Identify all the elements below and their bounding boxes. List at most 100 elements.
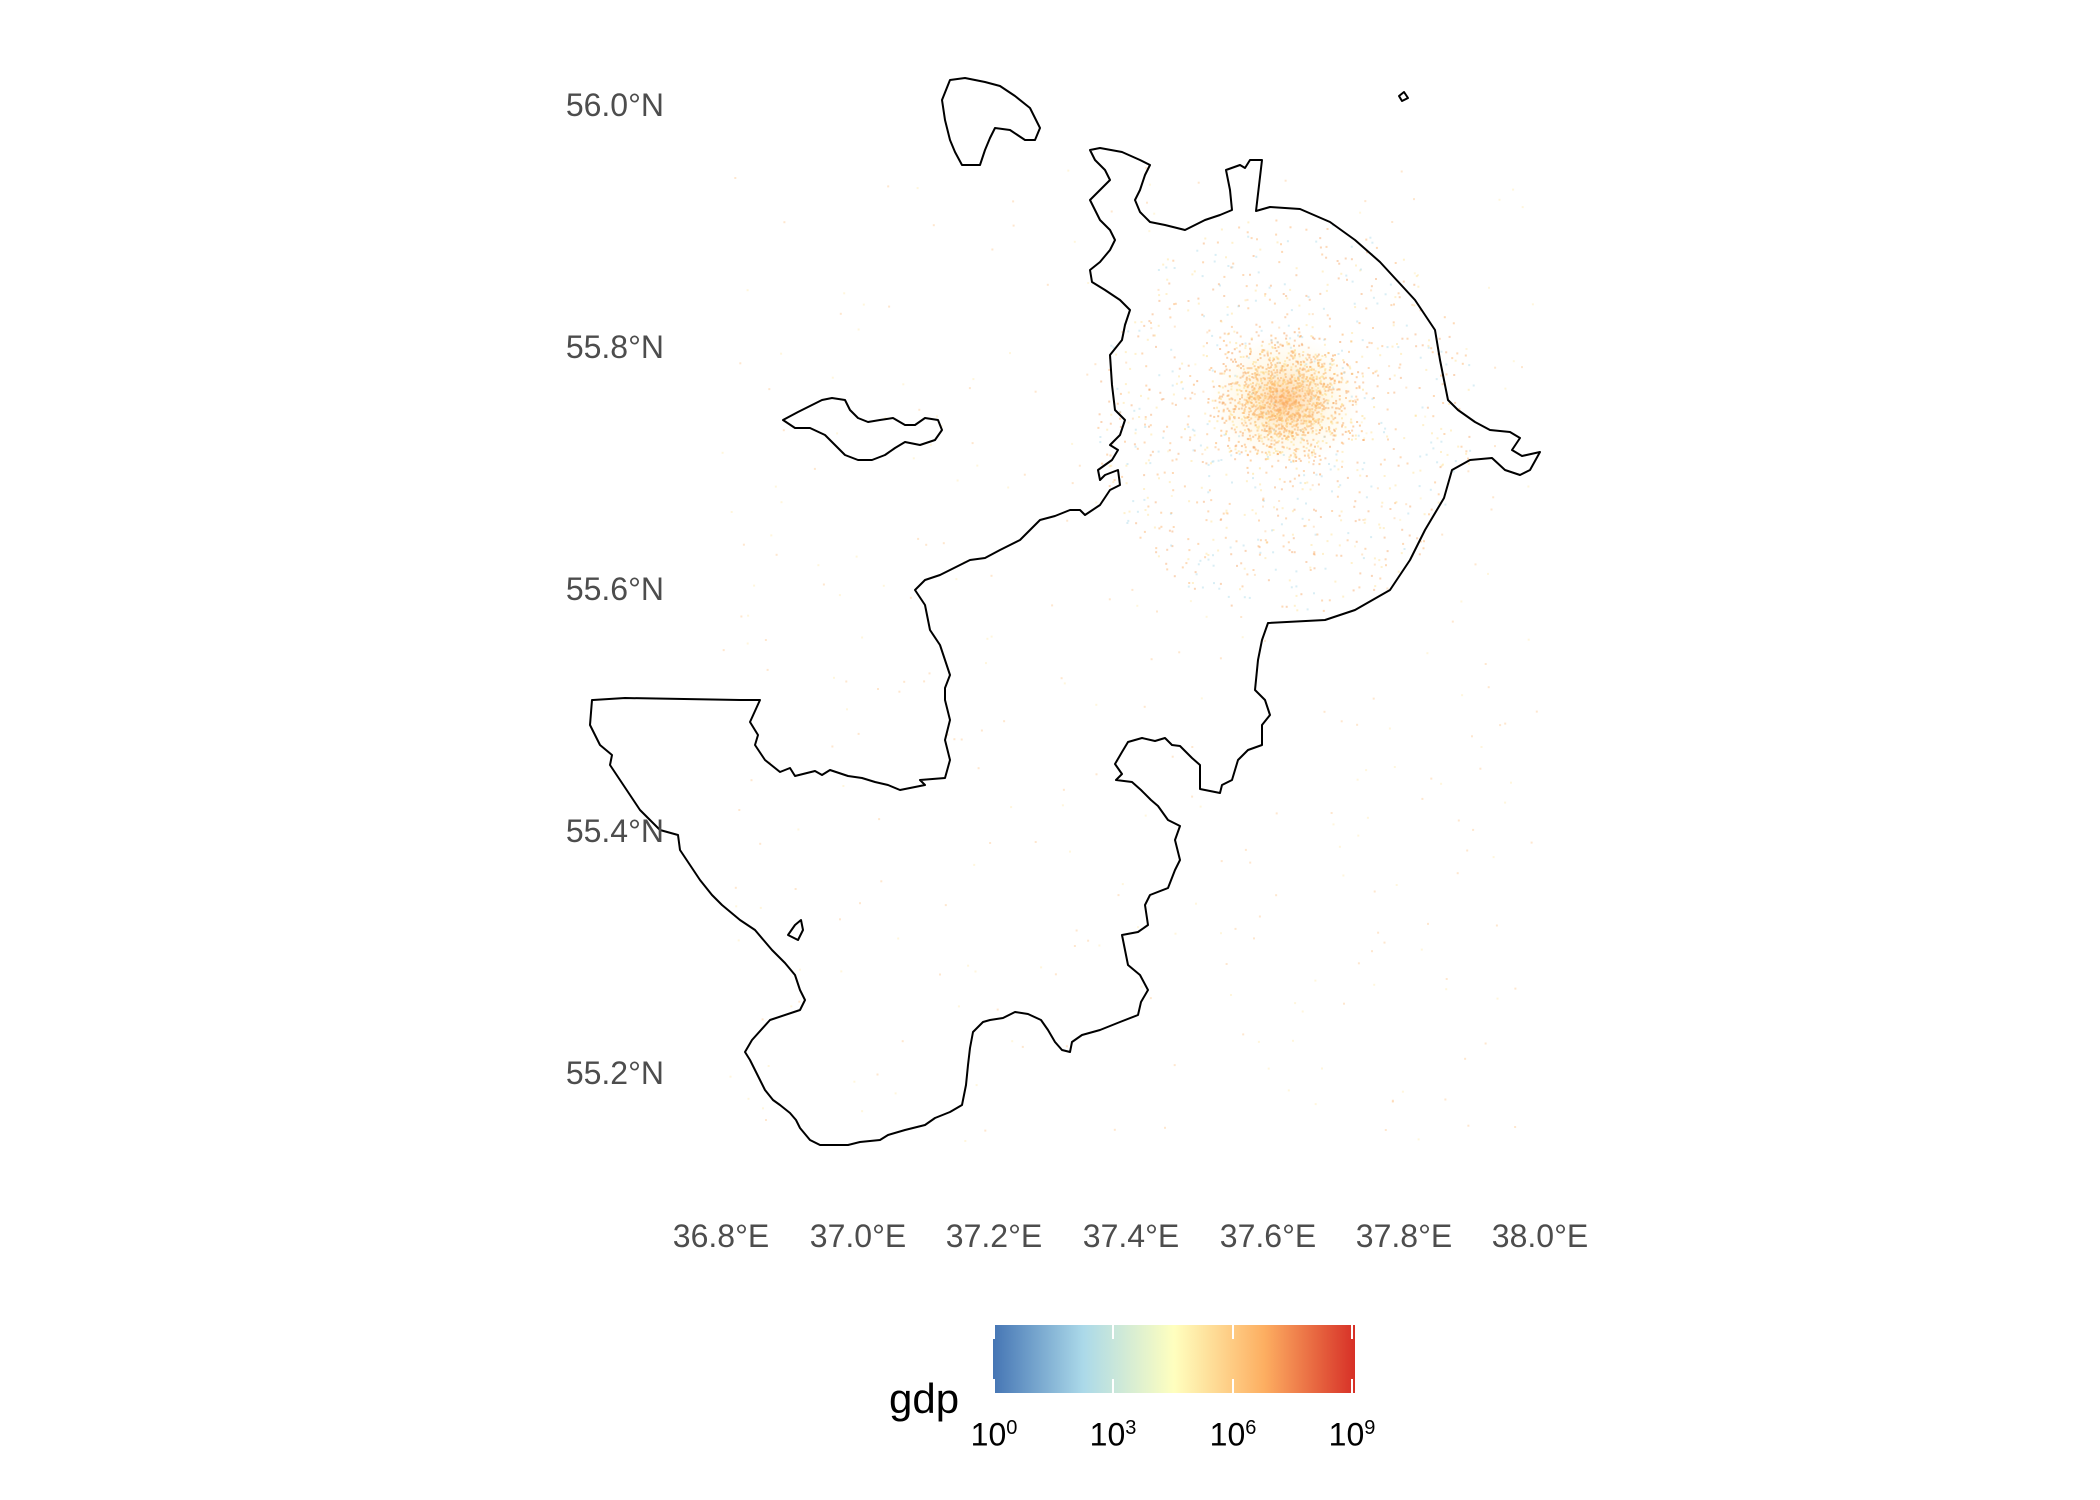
gdp-point bbox=[1259, 248, 1262, 251]
gdp-point bbox=[1205, 462, 1208, 465]
gdp-point bbox=[1318, 463, 1321, 466]
gdp-point bbox=[1023, 473, 1026, 476]
gdp-point bbox=[1362, 439, 1365, 441]
gdp-point bbox=[770, 534, 773, 537]
gdp-point bbox=[1009, 352, 1011, 355]
gdp-point bbox=[1193, 429, 1196, 432]
gdp-point bbox=[1406, 337, 1409, 340]
gdp-point bbox=[1162, 436, 1165, 439]
gdp-point bbox=[774, 485, 777, 488]
gdp-point bbox=[1289, 480, 1292, 483]
gdp-point bbox=[1146, 496, 1149, 499]
gdp-point bbox=[1066, 519, 1069, 522]
gdp-point bbox=[1361, 468, 1364, 471]
gdp-point bbox=[1265, 471, 1268, 474]
gdp-point bbox=[1172, 526, 1175, 528]
gdp-point bbox=[1340, 519, 1343, 522]
gdp-point bbox=[1226, 512, 1229, 515]
gdp-point bbox=[1332, 823, 1335, 826]
gdp-point bbox=[1213, 582, 1215, 585]
gdp-point bbox=[1168, 282, 1171, 285]
gdp-point bbox=[1113, 1128, 1116, 1131]
gdp-point bbox=[1446, 453, 1449, 456]
gdp-point bbox=[1330, 533, 1333, 536]
gdp-point bbox=[753, 584, 756, 587]
gdp-point bbox=[1163, 471, 1166, 474]
gdp-point bbox=[746, 642, 749, 645]
gdp-point bbox=[1336, 480, 1339, 483]
gdp-point bbox=[953, 738, 956, 741]
gdp-point bbox=[1177, 452, 1180, 455]
gdp-point bbox=[1355, 361, 1358, 364]
gdp-point bbox=[839, 918, 841, 921]
lon-label-37-6: 37.6°E bbox=[1219, 1218, 1317, 1254]
gdp-point bbox=[1465, 452, 1468, 455]
gdp-point bbox=[1484, 1042, 1487, 1045]
gdp-point bbox=[1377, 931, 1380, 934]
gdp-point bbox=[1187, 585, 1190, 588]
gdp-point bbox=[1354, 520, 1357, 523]
gdp-point bbox=[925, 543, 928, 546]
gdp-point bbox=[1423, 513, 1426, 516]
gdp-point bbox=[1356, 778, 1359, 781]
gdp-point bbox=[1116, 402, 1119, 405]
gdp-point bbox=[1402, 542, 1405, 545]
gdp-point bbox=[1290, 309, 1293, 312]
gdp-point bbox=[1147, 513, 1150, 516]
gdp-point bbox=[1492, 856, 1495, 859]
gdp-point bbox=[1206, 342, 1208, 345]
gdp-point bbox=[1204, 556, 1207, 559]
gdp-point bbox=[746, 289, 749, 292]
gdp-point bbox=[1492, 496, 1495, 499]
gdp-point bbox=[1170, 495, 1173, 497]
gdp-point bbox=[1392, 448, 1395, 450]
gdp-point bbox=[1319, 246, 1322, 249]
gdp-point bbox=[1187, 309, 1190, 312]
gdp-point bbox=[1172, 489, 1175, 492]
gdp-point bbox=[1236, 331, 1239, 334]
gdp-point bbox=[1263, 639, 1266, 642]
gdp-point bbox=[1397, 464, 1400, 467]
gdp-point bbox=[1100, 380, 1103, 383]
gdp-point bbox=[1143, 474, 1146, 477]
gdp-point bbox=[1247, 307, 1250, 310]
gdp-point bbox=[1229, 546, 1232, 549]
gdp-point bbox=[1117, 894, 1120, 897]
gdp-point bbox=[1314, 1103, 1317, 1106]
gdp-point bbox=[1121, 331, 1124, 333]
gdp-point bbox=[1196, 249, 1199, 252]
gdp-point bbox=[1124, 440, 1126, 443]
gdp-point bbox=[1295, 594, 1298, 597]
gdp-point bbox=[1322, 609, 1325, 612]
gdp-point bbox=[1227, 444, 1230, 447]
gdp-point bbox=[968, 387, 971, 390]
gdp-point bbox=[1342, 874, 1345, 877]
gdp-point bbox=[1175, 458, 1178, 461]
gdp-point bbox=[1362, 375, 1364, 378]
gdp-point bbox=[1376, 347, 1379, 350]
gdp-point bbox=[1445, 363, 1448, 366]
gdp-point bbox=[1225, 963, 1228, 965]
gdp-point bbox=[1394, 484, 1397, 487]
west-exclave bbox=[782, 397, 943, 461]
gdp-point bbox=[1414, 333, 1417, 336]
gdp-point bbox=[1232, 262, 1235, 265]
gdp-point bbox=[1148, 320, 1151, 323]
gdp-point bbox=[1448, 403, 1451, 405]
gdp-point bbox=[1206, 423, 1209, 426]
gdp-point bbox=[1394, 502, 1397, 505]
gdp-point bbox=[1281, 605, 1284, 608]
gdp-point bbox=[1213, 260, 1216, 263]
gdp-point bbox=[1372, 397, 1375, 399]
gdp-point bbox=[1231, 481, 1233, 484]
gdp-point bbox=[1231, 241, 1234, 244]
gdp-point bbox=[1370, 574, 1373, 577]
gdp-point bbox=[928, 672, 931, 675]
gdp-point bbox=[1174, 302, 1177, 305]
gdp-point bbox=[1499, 724, 1502, 727]
gdp-point bbox=[1403, 437, 1406, 440]
gdp-point bbox=[1356, 469, 1359, 472]
gdp-point bbox=[1527, 638, 1530, 641]
gdp-point bbox=[1283, 480, 1286, 483]
gdp-point bbox=[1234, 927, 1237, 930]
